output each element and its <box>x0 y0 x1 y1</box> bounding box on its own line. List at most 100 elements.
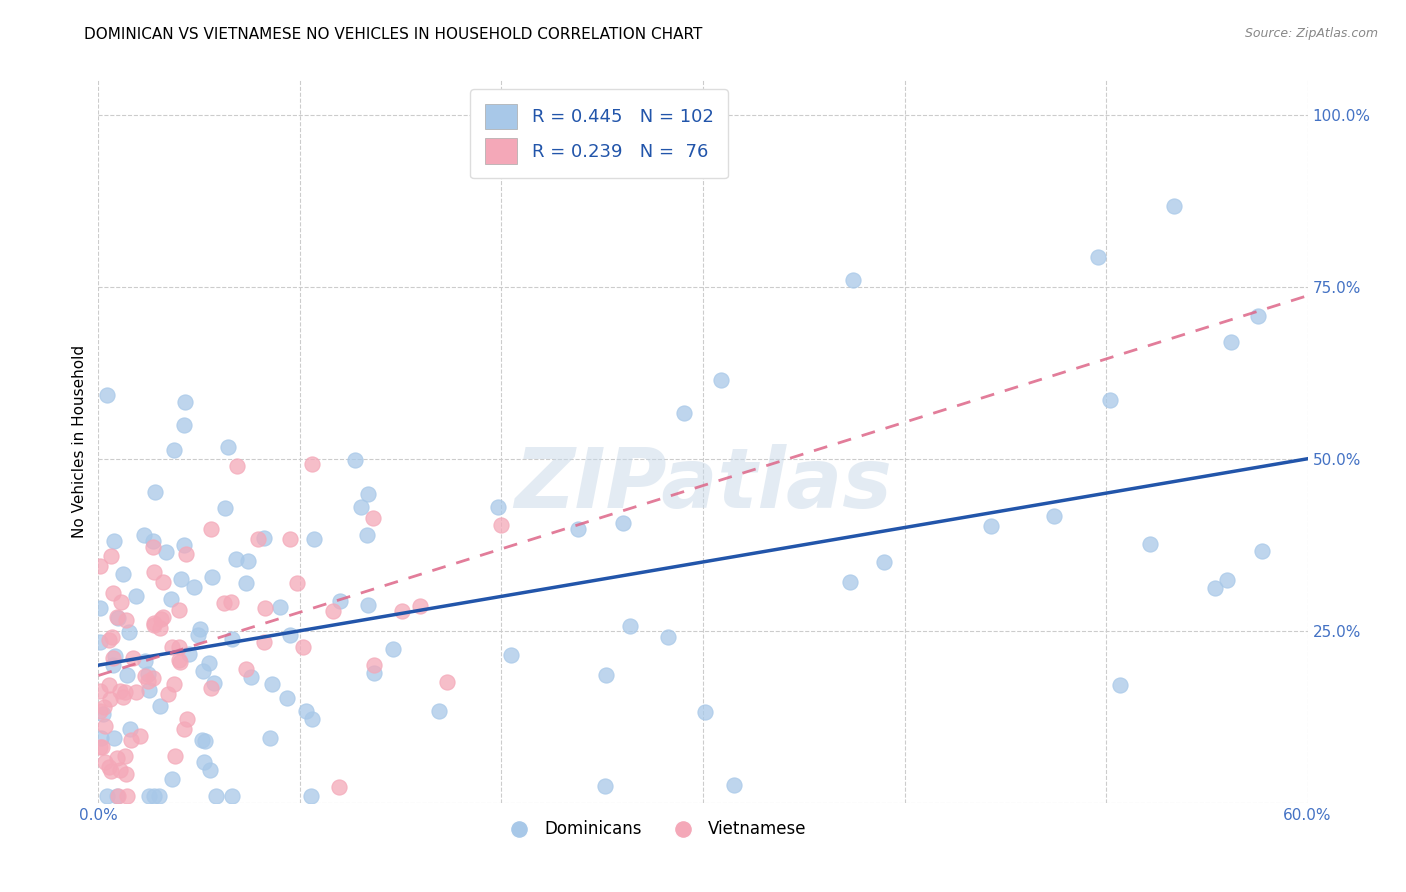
Point <box>111 690 134 704</box>
Point <box>103 657 125 672</box>
Point <box>356 487 378 501</box>
Point <box>381 641 404 656</box>
Point <box>103 586 125 600</box>
Point <box>176 713 198 727</box>
Point <box>173 417 195 432</box>
Point <box>363 657 385 672</box>
Point <box>253 635 276 649</box>
Point <box>219 595 242 609</box>
Point <box>163 748 186 763</box>
Point <box>160 592 183 607</box>
Point <box>136 674 159 689</box>
Point <box>96 388 118 402</box>
Point <box>567 522 589 536</box>
Point <box>148 699 170 714</box>
Point <box>225 459 247 474</box>
Point <box>673 406 696 420</box>
Point <box>247 532 270 546</box>
Point <box>285 576 308 591</box>
Point <box>723 778 745 792</box>
Point <box>235 662 257 676</box>
Legend: Dominicans, Vietnamese: Dominicans, Vietnamese <box>496 814 814 845</box>
Point <box>299 789 322 803</box>
Point <box>98 678 121 692</box>
Point <box>138 789 160 803</box>
Point <box>1163 199 1185 213</box>
Point <box>291 640 314 655</box>
Point <box>486 500 509 514</box>
Point <box>115 667 138 681</box>
Point <box>201 570 224 584</box>
Point <box>328 780 350 794</box>
Point <box>155 545 177 559</box>
Point <box>148 789 170 803</box>
Point <box>160 640 183 655</box>
Point <box>100 549 122 564</box>
Point <box>188 622 211 636</box>
Point <box>980 519 1002 533</box>
Point <box>1043 509 1066 524</box>
Point <box>173 538 195 552</box>
Point <box>104 648 127 663</box>
Point <box>98 633 121 648</box>
Point <box>276 691 298 706</box>
Point <box>96 789 118 803</box>
Point <box>142 615 165 630</box>
Point <box>120 732 142 747</box>
Point <box>193 756 215 770</box>
Point <box>149 621 172 635</box>
Point <box>619 619 641 633</box>
Point <box>91 740 114 755</box>
Point <box>200 522 222 536</box>
Point <box>125 589 148 603</box>
Point <box>134 669 156 683</box>
Point <box>838 575 860 590</box>
Point <box>129 729 152 743</box>
Point <box>278 532 301 546</box>
Point <box>179 647 201 661</box>
Point <box>169 655 191 669</box>
Point <box>174 547 197 561</box>
Point <box>107 789 129 803</box>
Point <box>98 692 121 706</box>
Point <box>152 574 174 589</box>
Point <box>1204 582 1226 596</box>
Point <box>170 572 193 586</box>
Point <box>89 739 111 754</box>
Point <box>214 500 236 515</box>
Point <box>205 789 228 803</box>
Point <box>842 273 865 287</box>
Point <box>167 653 190 667</box>
Point <box>212 596 235 610</box>
Point <box>436 675 458 690</box>
Point <box>89 558 111 573</box>
Point <box>260 677 283 691</box>
Point <box>107 611 129 625</box>
Point <box>356 528 378 542</box>
Point <box>329 593 352 607</box>
Point <box>1098 393 1121 408</box>
Point <box>118 625 141 640</box>
Point <box>1251 543 1274 558</box>
Point <box>160 772 183 787</box>
Point <box>100 630 122 644</box>
Point <box>612 516 634 530</box>
Point <box>187 628 209 642</box>
Point <box>301 712 323 726</box>
Point <box>710 374 733 388</box>
Point <box>156 688 179 702</box>
Point <box>114 613 136 627</box>
Point <box>278 627 301 641</box>
Point <box>1219 335 1241 350</box>
Point <box>94 719 117 733</box>
Point <box>142 533 165 548</box>
Point <box>304 533 326 547</box>
Point <box>105 609 128 624</box>
Point <box>134 654 156 668</box>
Point <box>695 705 717 719</box>
Point <box>142 540 165 554</box>
Point <box>115 789 138 803</box>
Point <box>105 751 128 765</box>
Point <box>89 704 111 718</box>
Point <box>429 704 451 718</box>
